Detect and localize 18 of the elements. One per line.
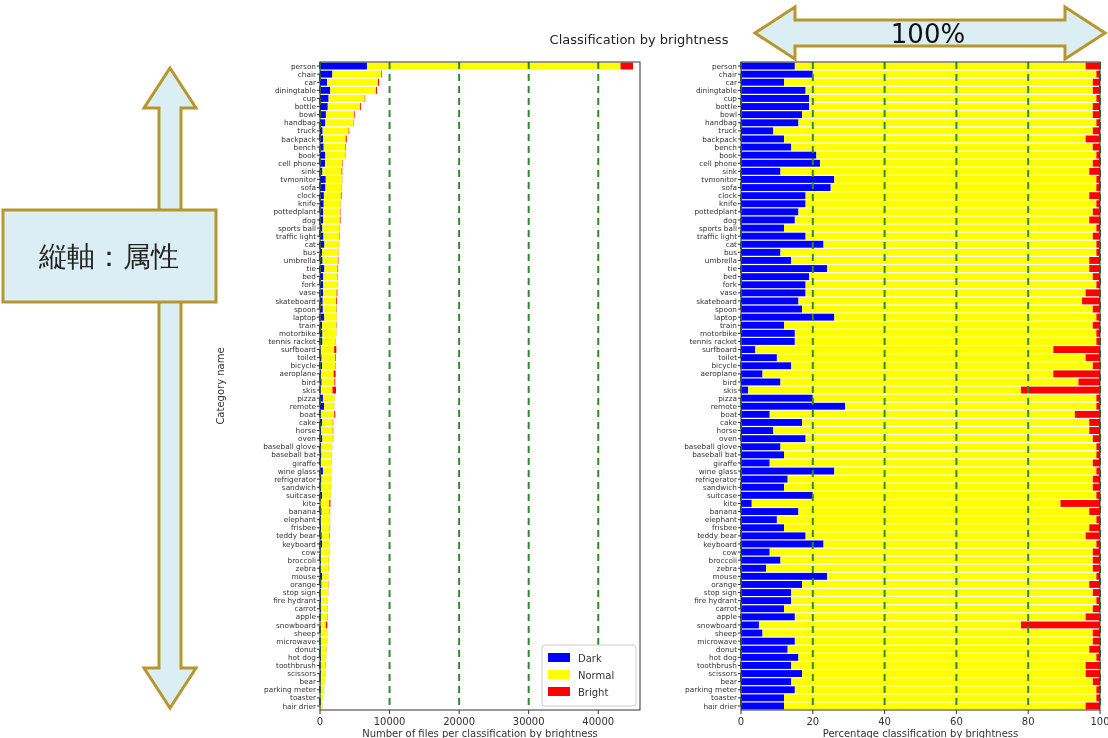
x-tick-label: 0 <box>316 716 324 727</box>
x-tick-label: 100 <box>1090 716 1108 727</box>
legend-label: Dark <box>578 652 602 664</box>
x-tick-label: 80 <box>1021 716 1035 727</box>
x-tick-label: 0 <box>737 716 745 727</box>
legend-label: Bright <box>578 686 609 698</box>
x-tick-label: 60 <box>950 716 963 727</box>
y-axis-title: Category name <box>215 347 226 425</box>
x-tick-label: 40000 <box>582 716 615 727</box>
legend-label: Normal <box>578 669 615 681</box>
x-tick-label: 40 <box>878 716 891 727</box>
x-tick-label: 10000 <box>373 716 406 727</box>
text: 100% <box>890 19 966 49</box>
x-tick-label: 30000 <box>512 716 545 727</box>
text: 縦軸：属性 <box>38 240 179 273</box>
x-tick-label: 20 <box>806 716 820 727</box>
chart-title: Classification by brightness <box>549 32 729 47</box>
x-tick-label: 20000 <box>443 716 476 727</box>
